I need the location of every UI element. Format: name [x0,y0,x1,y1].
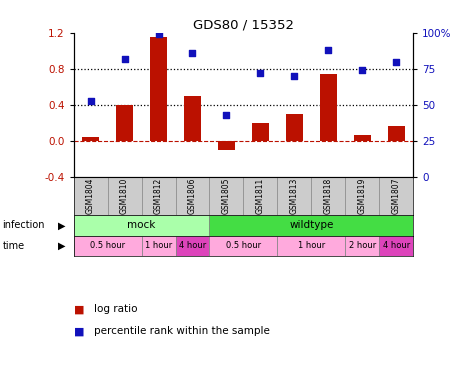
Title: GDS80 / 15352: GDS80 / 15352 [193,19,294,32]
Point [189,50,196,56]
Text: wildtype: wildtype [289,220,333,230]
Bar [82,137,99,141]
Point [324,47,332,53]
Point [87,98,95,104]
Text: GSM1813: GSM1813 [290,178,299,214]
Bar [379,236,413,256]
Bar [388,126,405,141]
Bar [74,236,142,256]
Bar [150,37,167,141]
Text: GSM1811: GSM1811 [256,178,265,214]
Text: 0.5 hour: 0.5 hour [226,242,261,250]
Point [256,70,264,76]
Text: GSM1805: GSM1805 [222,178,231,214]
Text: log ratio: log ratio [94,304,137,314]
Bar [218,141,235,150]
Text: 0.5 hour: 0.5 hour [90,242,125,250]
Text: GSM1806: GSM1806 [188,178,197,214]
Text: GSM1818: GSM1818 [324,178,333,214]
Text: 4 hour: 4 hour [179,242,206,250]
Text: GSM1807: GSM1807 [392,178,401,214]
Point [121,56,128,62]
Bar [209,236,277,256]
Point [223,112,230,118]
Text: ■: ■ [74,326,84,336]
Text: ■: ■ [74,304,84,314]
Text: 2 hour: 2 hour [349,242,376,250]
Text: time: time [2,241,25,251]
Text: infection: infection [2,220,45,230]
Text: 1 hour: 1 hour [145,242,172,250]
Point [155,31,162,37]
Bar [209,215,413,236]
Bar [286,114,303,141]
Point [392,59,400,65]
Bar [252,123,269,141]
Text: 4 hour: 4 hour [383,242,410,250]
Text: mock: mock [127,220,156,230]
Bar [345,236,379,256]
Bar [184,96,201,141]
Text: percentile rank within the sample: percentile rank within the sample [94,326,269,336]
Text: GSM1812: GSM1812 [154,178,163,214]
Text: GSM1804: GSM1804 [86,178,95,214]
Point [291,73,298,79]
Bar [320,74,337,141]
Text: ▶: ▶ [58,220,66,230]
Point [359,67,366,73]
Bar [354,135,371,141]
Bar [142,236,176,256]
Bar [116,105,133,141]
Text: ▶: ▶ [58,241,66,251]
Bar [74,215,209,236]
Text: GSM1810: GSM1810 [120,178,129,214]
Bar [176,236,209,256]
Text: 1 hour: 1 hour [298,242,325,250]
Text: GSM1819: GSM1819 [358,178,367,214]
Bar [277,236,345,256]
